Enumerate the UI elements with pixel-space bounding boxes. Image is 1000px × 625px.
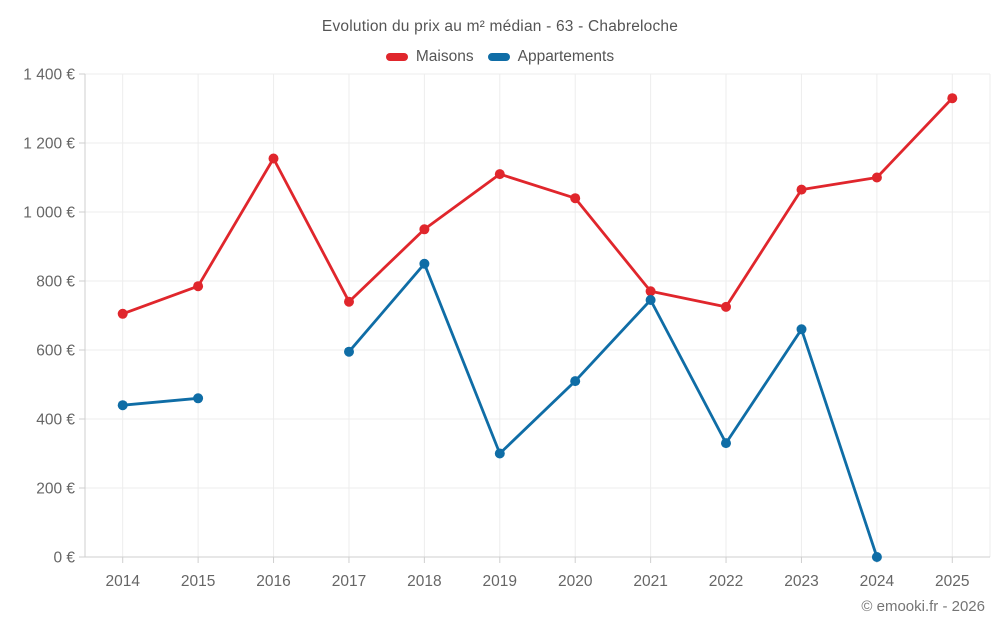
chart-title: Evolution du prix au m² médian - 63 - Ch… <box>321 18 679 35</box>
data-point-maisons-2025 <box>947 93 958 104</box>
data-point-appartements-2014 <box>117 400 128 411</box>
appartements-series-swatch-icon <box>487 53 510 61</box>
data-point-appartements-2019 <box>494 448 505 459</box>
legend-item-appartements[interactable]: Appartements <box>487 48 615 66</box>
data-point-maisons-2022 <box>721 301 731 312</box>
y-axis-label: 800 € <box>36 274 75 291</box>
data-point-appartements-2020 <box>570 376 581 387</box>
x-axis-label: 2020 <box>558 573 593 590</box>
x-axis-label: 2017 <box>332 573 366 590</box>
x-axis-label: 2023 <box>784 573 818 590</box>
x-axis-label: 2016 <box>256 573 290 590</box>
x-axis-label: 2014 <box>105 573 140 590</box>
data-point-maisons-2023 <box>796 184 807 195</box>
data-point-maisons-2016 <box>268 153 279 164</box>
data-point-appartements-2023 <box>796 324 807 335</box>
y-axis-label: 0 € <box>53 550 75 567</box>
x-axis-label: 2021 <box>633 573 667 590</box>
data-point-maisons-2024 <box>871 172 882 183</box>
x-axis-label: 2019 <box>483 573 517 590</box>
legend: Maisons Appartements <box>0 47 1000 67</box>
legend-item-maisons[interactable]: Maisons <box>385 48 474 66</box>
y-axis-label: 1 200 € <box>23 136 75 153</box>
data-point-maisons-2021 <box>645 286 656 297</box>
data-point-maisons-2018 <box>419 224 430 235</box>
copyright-credit: © emooki.fr - 2026 <box>861 598 985 615</box>
y-axis-label: 200 € <box>36 481 75 498</box>
data-point-appartements-2015 <box>193 393 204 404</box>
y-axis-label: 1 000 € <box>23 205 75 222</box>
maisons-series-swatch-icon <box>385 53 408 61</box>
data-point-maisons-2019 <box>494 169 505 180</box>
x-axis-label: 2018 <box>407 573 441 590</box>
data-point-maisons-2015 <box>193 281 204 292</box>
x-axis-label: 2015 <box>181 573 215 590</box>
data-point-appartements-2017 <box>344 346 354 357</box>
x-axis-label: 2022 <box>709 573 743 590</box>
legend-label-maisons: Maisons <box>415 48 474 65</box>
y-axis-label: 1 400 € <box>23 67 75 84</box>
data-point-appartements-2021 <box>645 295 656 305</box>
data-point-appartements-2024 <box>871 552 882 562</box>
data-point-appartements-2018 <box>419 258 430 269</box>
data-point-maisons-2017 <box>344 296 354 307</box>
data-point-maisons-2020 <box>570 193 581 204</box>
series-line-maisons <box>121 96 954 316</box>
series-line-appartements <box>121 262 879 559</box>
x-axis-label: 2025 <box>935 573 969 590</box>
y-axis-label: 600 € <box>36 343 75 360</box>
x-axis-label: 2024 <box>860 573 895 590</box>
y-axis-label: 400 € <box>36 412 75 429</box>
legend-label-appartements: Appartements <box>517 48 615 65</box>
data-point-appartements-2022 <box>721 438 731 449</box>
data-point-maisons-2014 <box>117 308 128 319</box>
